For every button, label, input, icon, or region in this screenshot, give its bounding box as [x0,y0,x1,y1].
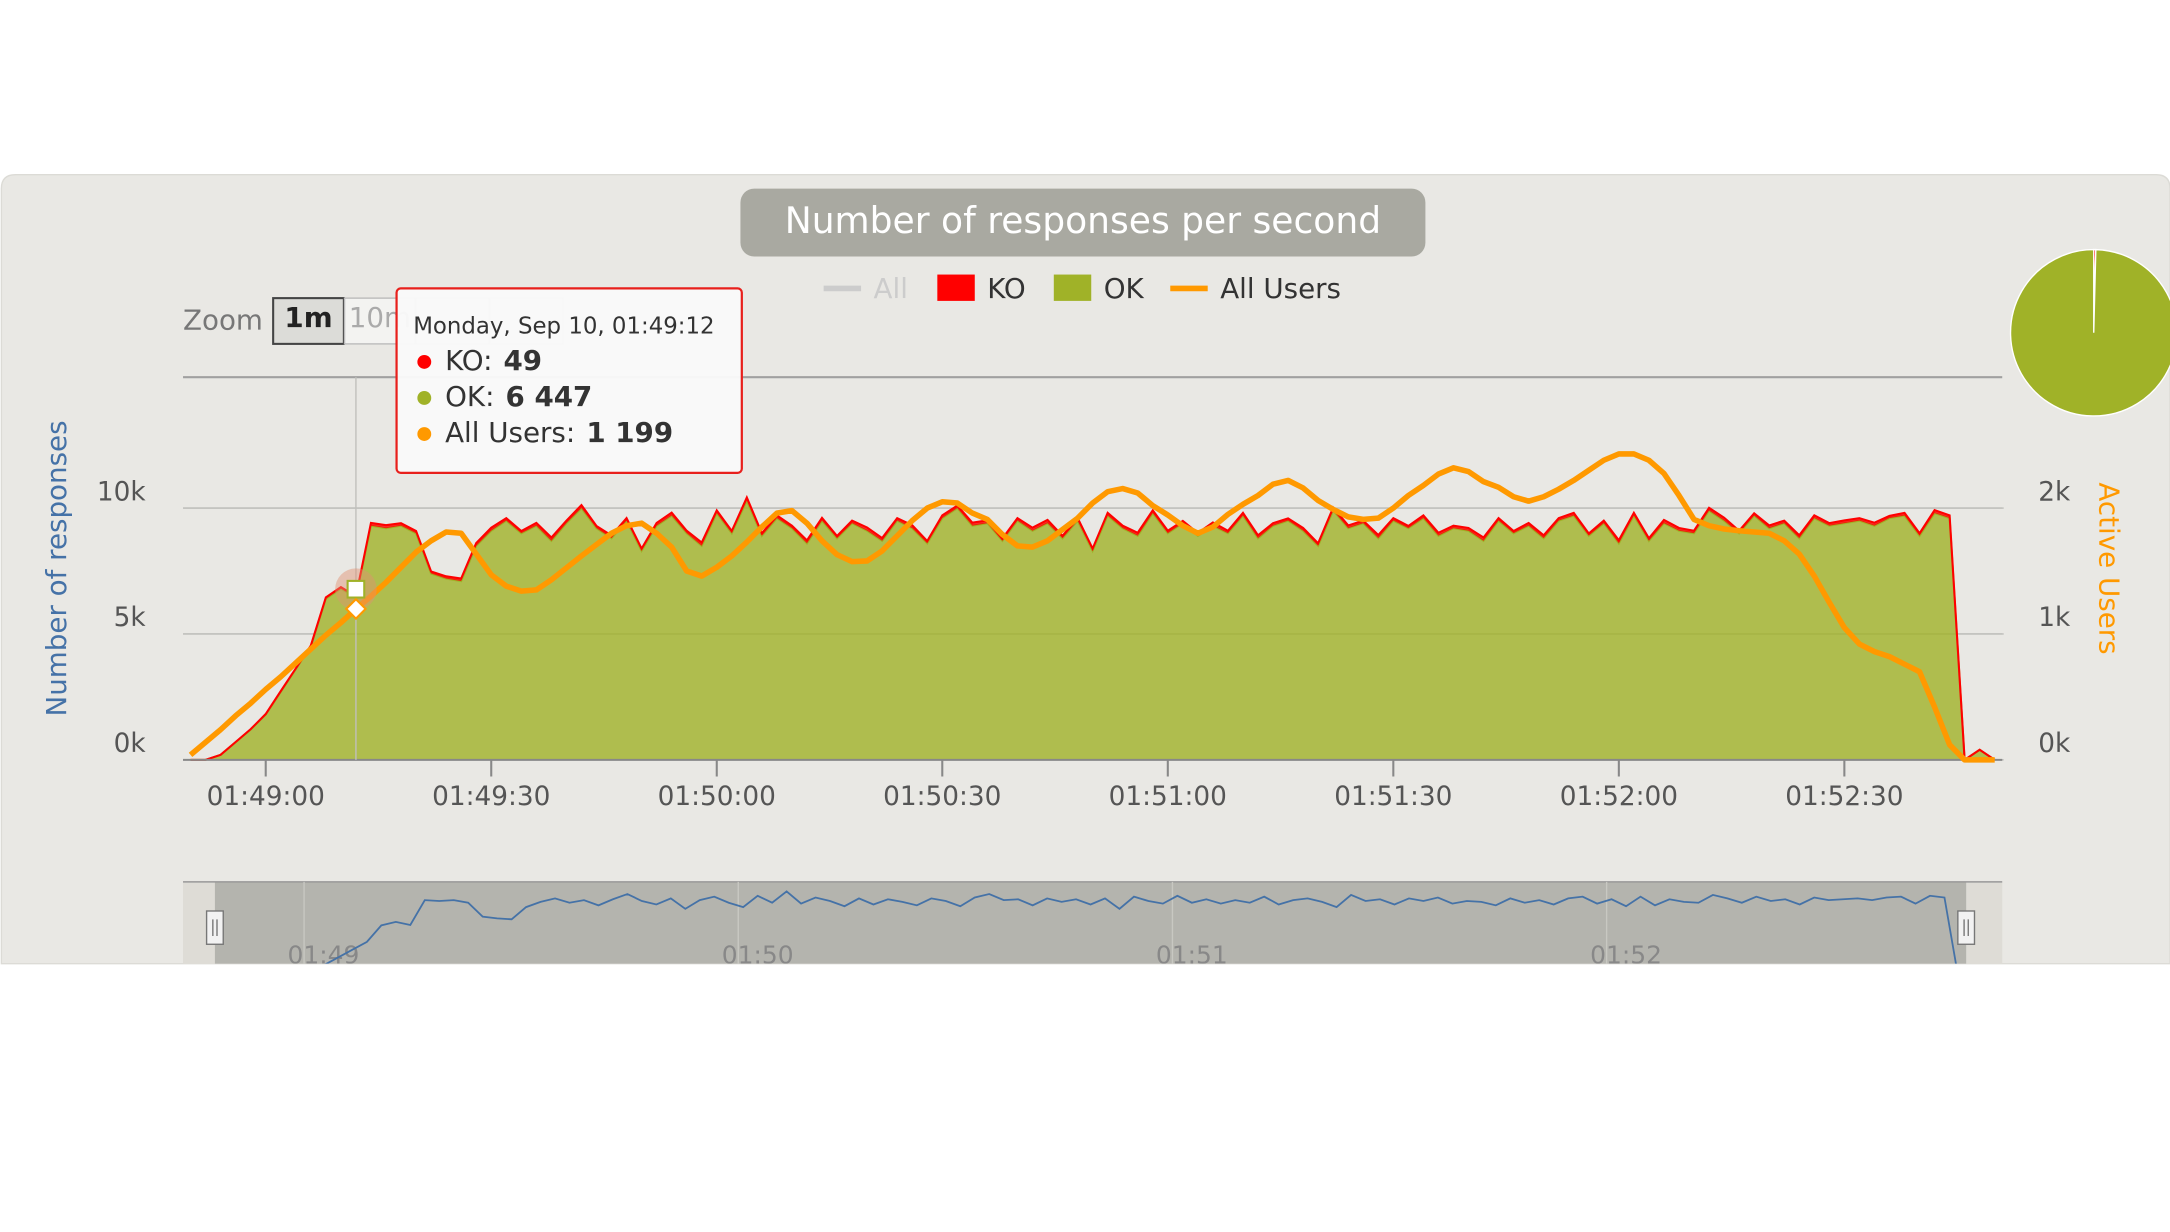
x-tick-label: 01:52:00 [1560,782,1678,812]
x-tick-label: 01:51:30 [1334,782,1452,812]
legend-symbol[interactable] [1053,274,1092,301]
y-axis-title: Number of responses [40,420,73,716]
navigator-line [324,890,1957,964]
zoom-button-label[interactable]: 1m [284,301,332,334]
tooltip-header: Monday, Sep 10, 01:49:12 [413,314,714,340]
x-tick-label: 01:51:00 [1109,782,1227,812]
navigator-label: 01:52 [1590,941,1662,970]
y2-tick-label: 2k [2038,477,2071,507]
legend-label[interactable]: All Users [1220,272,1341,305]
legend-symbol[interactable] [937,274,975,301]
zoom-label: Zoom [183,304,263,337]
y-tick-label: 0k [114,729,147,759]
tooltip-row: KO: 49 [445,344,542,377]
x-tick-label: 01:52:30 [1785,782,1903,812]
legend-label[interactable]: OK [1104,272,1145,305]
pie-slice [2009,248,2170,417]
x-tick-label: 01:49:00 [207,782,325,812]
tooltip-box [395,287,743,474]
y2-tick-label: 0k [2038,729,2071,759]
tooltip-row-label: All Users: [445,416,575,449]
tooltip-row-label: KO: [445,344,492,377]
overlay: Monday, Sep 10, 01:49:12 KO: 49 OK: 6 447All… [335,287,743,760]
area-ok [190,500,1995,760]
tooltip-row-value: 6 447 [506,380,593,413]
tooltip-dot [417,427,432,441]
x-tick-label: 01:50:30 [883,782,1001,812]
y-tick-label: 10k [97,477,147,507]
y-tick-label: 5k [114,603,147,633]
tooltip-dot [417,391,432,405]
navigator-selection [214,881,1967,964]
hover-marker [344,597,368,621]
tooltip-row: OK: 6 447 [445,380,592,413]
navigator-label: 01:49 [288,941,360,970]
area-edge [190,494,1996,762]
navigator-handle[interactable] [205,910,224,945]
plot-area: 0k 5k 10k 0k 1k 2k 01:49:00 01:49:30 01:50:00 01:… [97,248,2170,812]
hover-marker [346,579,366,599]
tooltip-row-label: OK: [445,380,494,413]
x-tick-label: 01:50:00 [658,782,776,812]
tooltip-row-value: 49 [504,344,543,377]
chart-title: Number of responses per second [785,200,1381,242]
navigator-label: 01:50 [722,941,794,970]
navigator-handle[interactable] [1957,910,1976,945]
title-box [740,188,1426,257]
zoom-button[interactable] [272,297,345,345]
x-tick-label: 01:49:30 [432,782,550,812]
tooltip-row: All Users: 1 199 [445,416,673,449]
tooltip-row-value: 1 199 [586,416,673,449]
navigator: 01:49 01:50 01:51 01:52 [183,881,2003,970]
legend-label[interactable]: All [874,272,908,305]
tooltip-dot [417,354,432,369]
line-all-users [188,451,1995,763]
legend-label[interactable]: KO [987,272,1025,305]
navigator-label: 01:51 [1156,941,1228,970]
y2-axis-title: Active Users [2093,482,2126,654]
y2-tick-label: 1k [2038,603,2071,633]
